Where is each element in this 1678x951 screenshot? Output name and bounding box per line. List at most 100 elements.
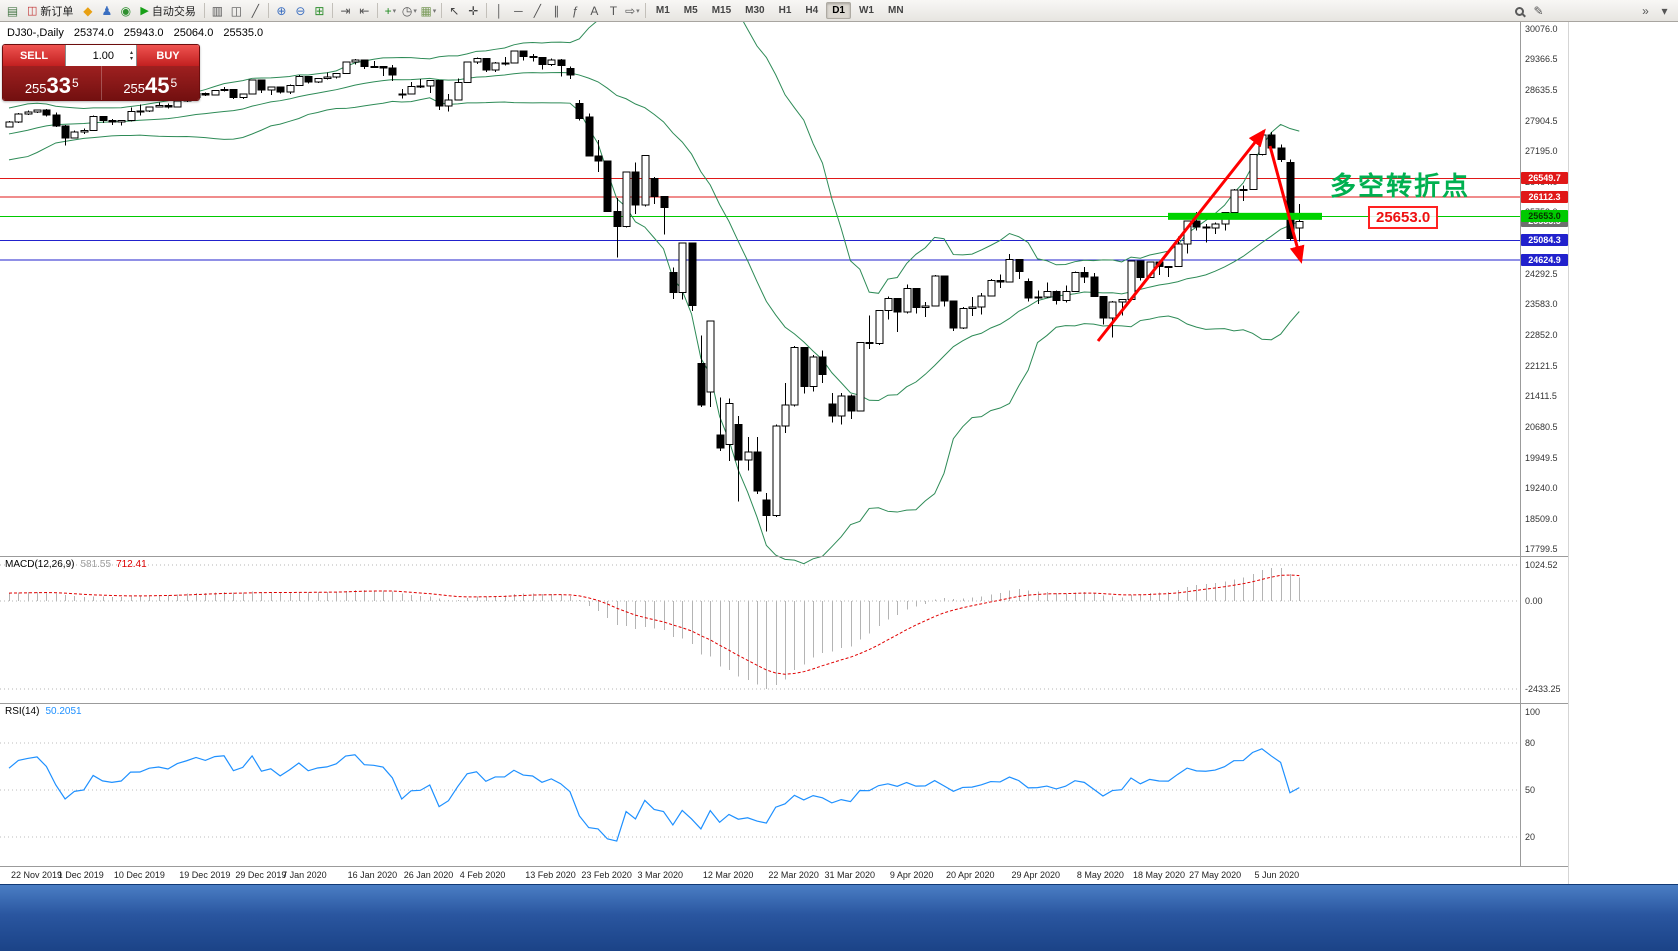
profiles-icon[interactable]: ♟ [101,3,113,18]
timeframe-h4[interactable]: H4 [805,5,819,16]
timeframe-m15[interactable]: M15 [711,5,732,16]
text-icon[interactable]: A [590,3,599,18]
crosshair-icon[interactable]: ✛ [468,3,479,18]
candle [660,196,669,208]
ask-price[interactable]: 255 45 5 [123,73,178,98]
time-axis-label: 5 Jun 2020 [1254,870,1300,880]
macd-scale-label: 1024.52 [1525,560,1558,570]
price-scale-separator [1520,22,1521,884]
rsi-panel-separator[interactable] [0,703,1568,704]
candle [809,356,818,387]
timeframe-d1[interactable]: D1 [826,2,851,19]
candle [314,78,323,83]
candle [379,66,388,69]
volume-up-button[interactable]: ▴ [129,49,133,56]
templates-button[interactable]: ▦ ▾ [420,3,437,18]
indicators-button[interactable]: + ▾ [384,3,397,18]
candle [987,280,996,297]
macd-indicator-label: MACD(12,26,9) 581.55 712.41 [5,559,147,570]
time-scale[interactable]: 22 Nov 2019 1 Dec 2019 10 Dec 2019 19 Dec 2… [0,867,1568,884]
main-toolbar: ▤ ◫ 新订单 ◆ ♟ ◉ ▶ 自动交易 ▥ ◫ ╱ ⊕ ⊖ ⊞ ⇥ ⇤ + ▾ ◷ ▾ ▦ ▾ ↖ ✛ │ ─ ╱ ∥ ƒ A T ⇨ ▾ M1… [0,0,1678,22]
time-axis-label: 29 Dec 2019 [235,870,287,880]
macd-panel-separator[interactable] [0,556,1568,557]
search-icon[interactable] [1510,1,1529,21]
price-scale[interactable]: 30076.029366.528635.527904.527195.026464… [1521,22,1577,884]
timeframe-w1[interactable]: W1 [858,5,874,16]
toolbar-menu-icon[interactable]: ▾ [1661,4,1668,18]
rsi-scale-label: 50 [1525,785,1536,795]
time-axis-label: 26 Jan 2020 [403,870,454,880]
candle [1277,147,1286,161]
rsi-scale-label: 20 [1525,831,1536,842]
candle [538,57,547,66]
arrows-icon[interactable]: ⇨ ▾ [625,3,640,18]
bid-price[interactable]: 255 33 5 [3,66,102,100]
candle [5,121,14,128]
candle [903,287,912,313]
annotation-price-label: 25653.0 [1368,206,1439,229]
timeframe-h1[interactable]: H1 [778,5,792,16]
cursor-icon[interactable]: ↖ [449,3,460,18]
candle [426,80,435,87]
candle [847,395,856,412]
candle [360,59,369,67]
candle [650,178,659,198]
auto-scroll-icon[interactable]: ⇥ [340,3,351,18]
price-axis-label: 21411.5 [1525,390,1557,401]
candle [42,109,51,116]
volume-down-button[interactable]: ▾ [129,55,133,62]
candle [155,105,164,108]
tile-windows-icon[interactable]: ⊞ [314,3,325,18]
chart-canvas[interactable] [0,0,1568,884]
time-axis-label: 31 Mar 2020 [824,870,875,880]
candle [89,115,98,132]
timeframe-m30[interactable]: M30 [745,5,765,16]
candlestick-chart-icon[interactable]: ◫ [230,3,243,18]
zoom-out-icon[interactable]: ⊖ [295,3,306,18]
candle [1024,280,1033,299]
candle [99,115,108,122]
candle [211,90,220,96]
time-axis-label: 18 May 2020 [1133,870,1186,880]
taskbar[interactable] [0,884,1678,951]
price-axis-label: 22852.0 [1525,329,1558,340]
candle [716,434,725,449]
periods-button[interactable]: ◷ ▾ [401,3,417,18]
candle [444,99,453,107]
chart-shift-icon[interactable]: ⇤ [359,3,370,18]
channel-icon[interactable]: ∥ [553,3,560,18]
time-axis-label: 27 May 2020 [1189,870,1242,880]
candle [678,242,687,294]
candle [1052,290,1061,302]
candle [547,59,556,66]
edit-icon[interactable]: ✎ [1533,4,1544,18]
metaeditor-icon[interactable]: ◆ [83,3,93,18]
autotrading-button[interactable]: ▶ 自动交易 [140,5,196,18]
volume-input[interactable] [66,49,116,62]
timeframe-m5[interactable]: M5 [683,5,698,16]
candle [631,171,640,206]
bollinger-bands [8,0,1300,565]
fibonacci-icon[interactable]: ƒ [572,3,579,18]
new-chart-icon[interactable]: ▤ [6,3,19,18]
sell-button[interactable]: SELL [3,45,65,66]
candle [1249,154,1258,191]
buy-button[interactable]: BUY [137,45,199,66]
price-axis-label: 19240.0 [1525,482,1558,493]
timeframe-m1[interactable]: M1 [655,5,670,16]
candle [1043,290,1052,298]
toolbar-more-icon[interactable]: » [1642,4,1649,18]
text-label-icon[interactable]: T [609,3,618,18]
trendline-icon[interactable]: ╱ [533,3,541,18]
timeframe-mn[interactable]: MN [887,5,904,16]
bars-chart-icon[interactable]: ▥ [211,3,224,18]
line-chart-icon[interactable]: ╱ [251,3,259,18]
time-axis-label: 9 Apr 2020 [889,870,934,880]
zoom-in-icon[interactable]: ⊕ [276,3,287,18]
price-axis-label: 22121.5 [1525,360,1558,371]
market-watch-icon[interactable]: ◉ [120,3,132,18]
vertical-line-icon[interactable]: │ [495,3,504,18]
horizontal-line-icon[interactable]: ─ [514,3,523,18]
new-order-button[interactable]: ◫ 新订单 [27,5,74,18]
